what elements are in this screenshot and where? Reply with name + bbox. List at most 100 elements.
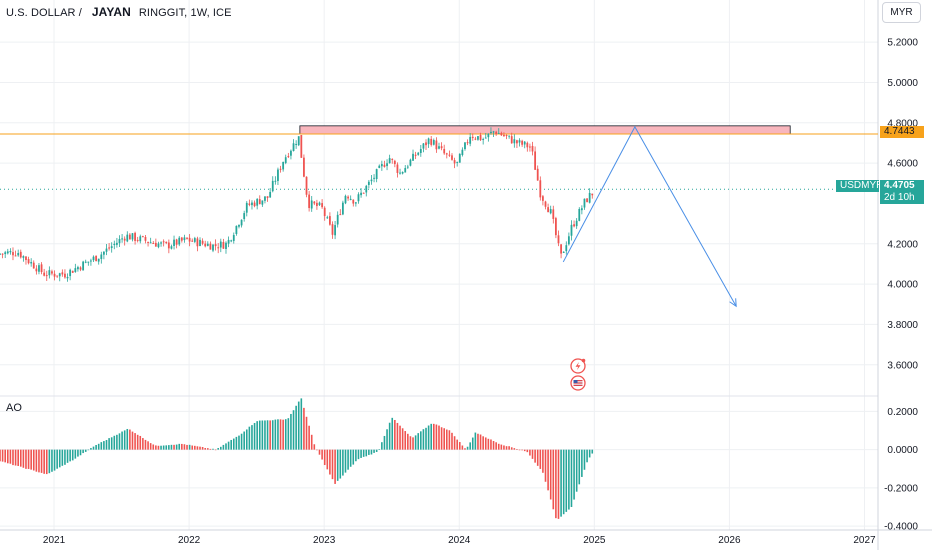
ao-bar (303, 407, 305, 450)
ao-bar (513, 448, 516, 450)
candle-body (549, 209, 552, 214)
ao-bar (227, 441, 230, 450)
candle-body (191, 240, 194, 242)
candle-body (235, 225, 238, 234)
candle-body (451, 155, 453, 160)
us-flag-icon[interactable] (570, 375, 586, 391)
ao-bar (370, 449, 373, 455)
ao-bar (87, 449, 90, 451)
resistance-zone[interactable] (299, 125, 791, 135)
ao-bar (430, 423, 433, 450)
candle-body (154, 242, 157, 247)
candle-body (510, 136, 513, 144)
candle-body (136, 239, 139, 241)
candle-body (232, 235, 235, 241)
candle-body (479, 135, 482, 141)
ao-bar (578, 449, 581, 485)
candle-body (567, 236, 570, 245)
candle-body (173, 239, 175, 246)
lightning-event-icon[interactable] (570, 358, 586, 374)
ao-bar (438, 425, 440, 450)
projection-arrow[interactable] (562, 125, 737, 308)
candle-body (334, 225, 336, 236)
candle-body (542, 196, 544, 201)
candle-body (339, 214, 342, 216)
ao-bar (310, 434, 313, 450)
candle-body (245, 202, 248, 213)
candle-body (25, 256, 27, 261)
candle-body (92, 256, 95, 261)
candle-body (557, 235, 560, 244)
candle-body (588, 192, 591, 203)
price-tick-label: 4.0000 (887, 280, 918, 291)
candle-body (344, 195, 347, 204)
candle-body (471, 136, 474, 139)
ao-axis[interactable]: 0.2000 0.0000 -0.2000 -0.4000 (884, 407, 918, 533)
candle-body (365, 185, 368, 193)
ao-bar (349, 449, 352, 467)
ao-bar (32, 449, 35, 471)
symbol-tag: USDMYR (836, 180, 883, 192)
time-tick-label: 2024 (448, 535, 471, 546)
candle-body (575, 220, 578, 227)
ao-bar (308, 425, 310, 450)
ao-bar (248, 426, 251, 450)
currency-button[interactable]: MYR (882, 2, 921, 23)
ao-bar (9, 449, 12, 464)
candle-body (84, 261, 87, 263)
ao-bar (264, 420, 266, 450)
candle-body (414, 154, 417, 156)
ao-bar (0, 449, 1, 462)
ao-bar (168, 445, 170, 450)
ao-bar (399, 425, 401, 450)
event-icons[interactable] (570, 358, 586, 391)
candle-body (523, 141, 526, 145)
ao-bar (152, 444, 155, 450)
ao-bar (560, 449, 562, 517)
ao-bar (495, 442, 497, 450)
author-name: JAYAN (91, 5, 131, 19)
ao-bar (479, 434, 482, 450)
candle-body (580, 208, 583, 211)
ao-bar (287, 418, 290, 450)
candle-body (108, 247, 111, 249)
ao-bar (160, 445, 162, 450)
candle-body (469, 136, 472, 144)
price-tick-label: 5.2000 (887, 38, 918, 49)
ao-bar (204, 447, 207, 450)
candle-body (474, 138, 477, 140)
price-axis[interactable]: 5.2000 5.0000 4.8000 4.6000 4.2000 4.0000 3.80… (887, 38, 918, 372)
ao-bar (427, 425, 430, 450)
candle-body (521, 140, 524, 145)
candle-body (357, 194, 360, 202)
ao-bar (456, 439, 458, 450)
ao-bar (435, 424, 438, 450)
ao-bar (490, 439, 492, 450)
candle-body (147, 241, 149, 243)
ao-bar (43, 449, 45, 474)
candle-body (328, 216, 331, 225)
candle-body (393, 160, 396, 165)
candle-body (97, 258, 100, 262)
ao-bar (165, 445, 168, 450)
ao-bar (381, 442, 383, 450)
candle-body (6, 251, 9, 254)
candle-body (316, 202, 318, 207)
candle-body (17, 253, 20, 256)
candle-body (19, 251, 22, 258)
candle-body (505, 135, 508, 137)
ao-bar (362, 449, 365, 457)
candle-body (287, 156, 290, 158)
candle-body (269, 191, 272, 198)
projection-path (562, 125, 737, 307)
ao-bar (110, 437, 113, 450)
ao-bar (84, 449, 87, 452)
ao-indicator-label[interactable]: AO (6, 402, 22, 414)
ao-bar (92, 446, 95, 450)
ao-bar (144, 439, 147, 450)
ao-bar (14, 449, 17, 466)
candle-body (404, 168, 407, 173)
base-currency: U.S. DOLLAR / (6, 7, 82, 19)
time-axis[interactable]: 2021 2022 2023 2024 2025 2026 2027 (43, 535, 876, 546)
candle-body (456, 161, 459, 163)
